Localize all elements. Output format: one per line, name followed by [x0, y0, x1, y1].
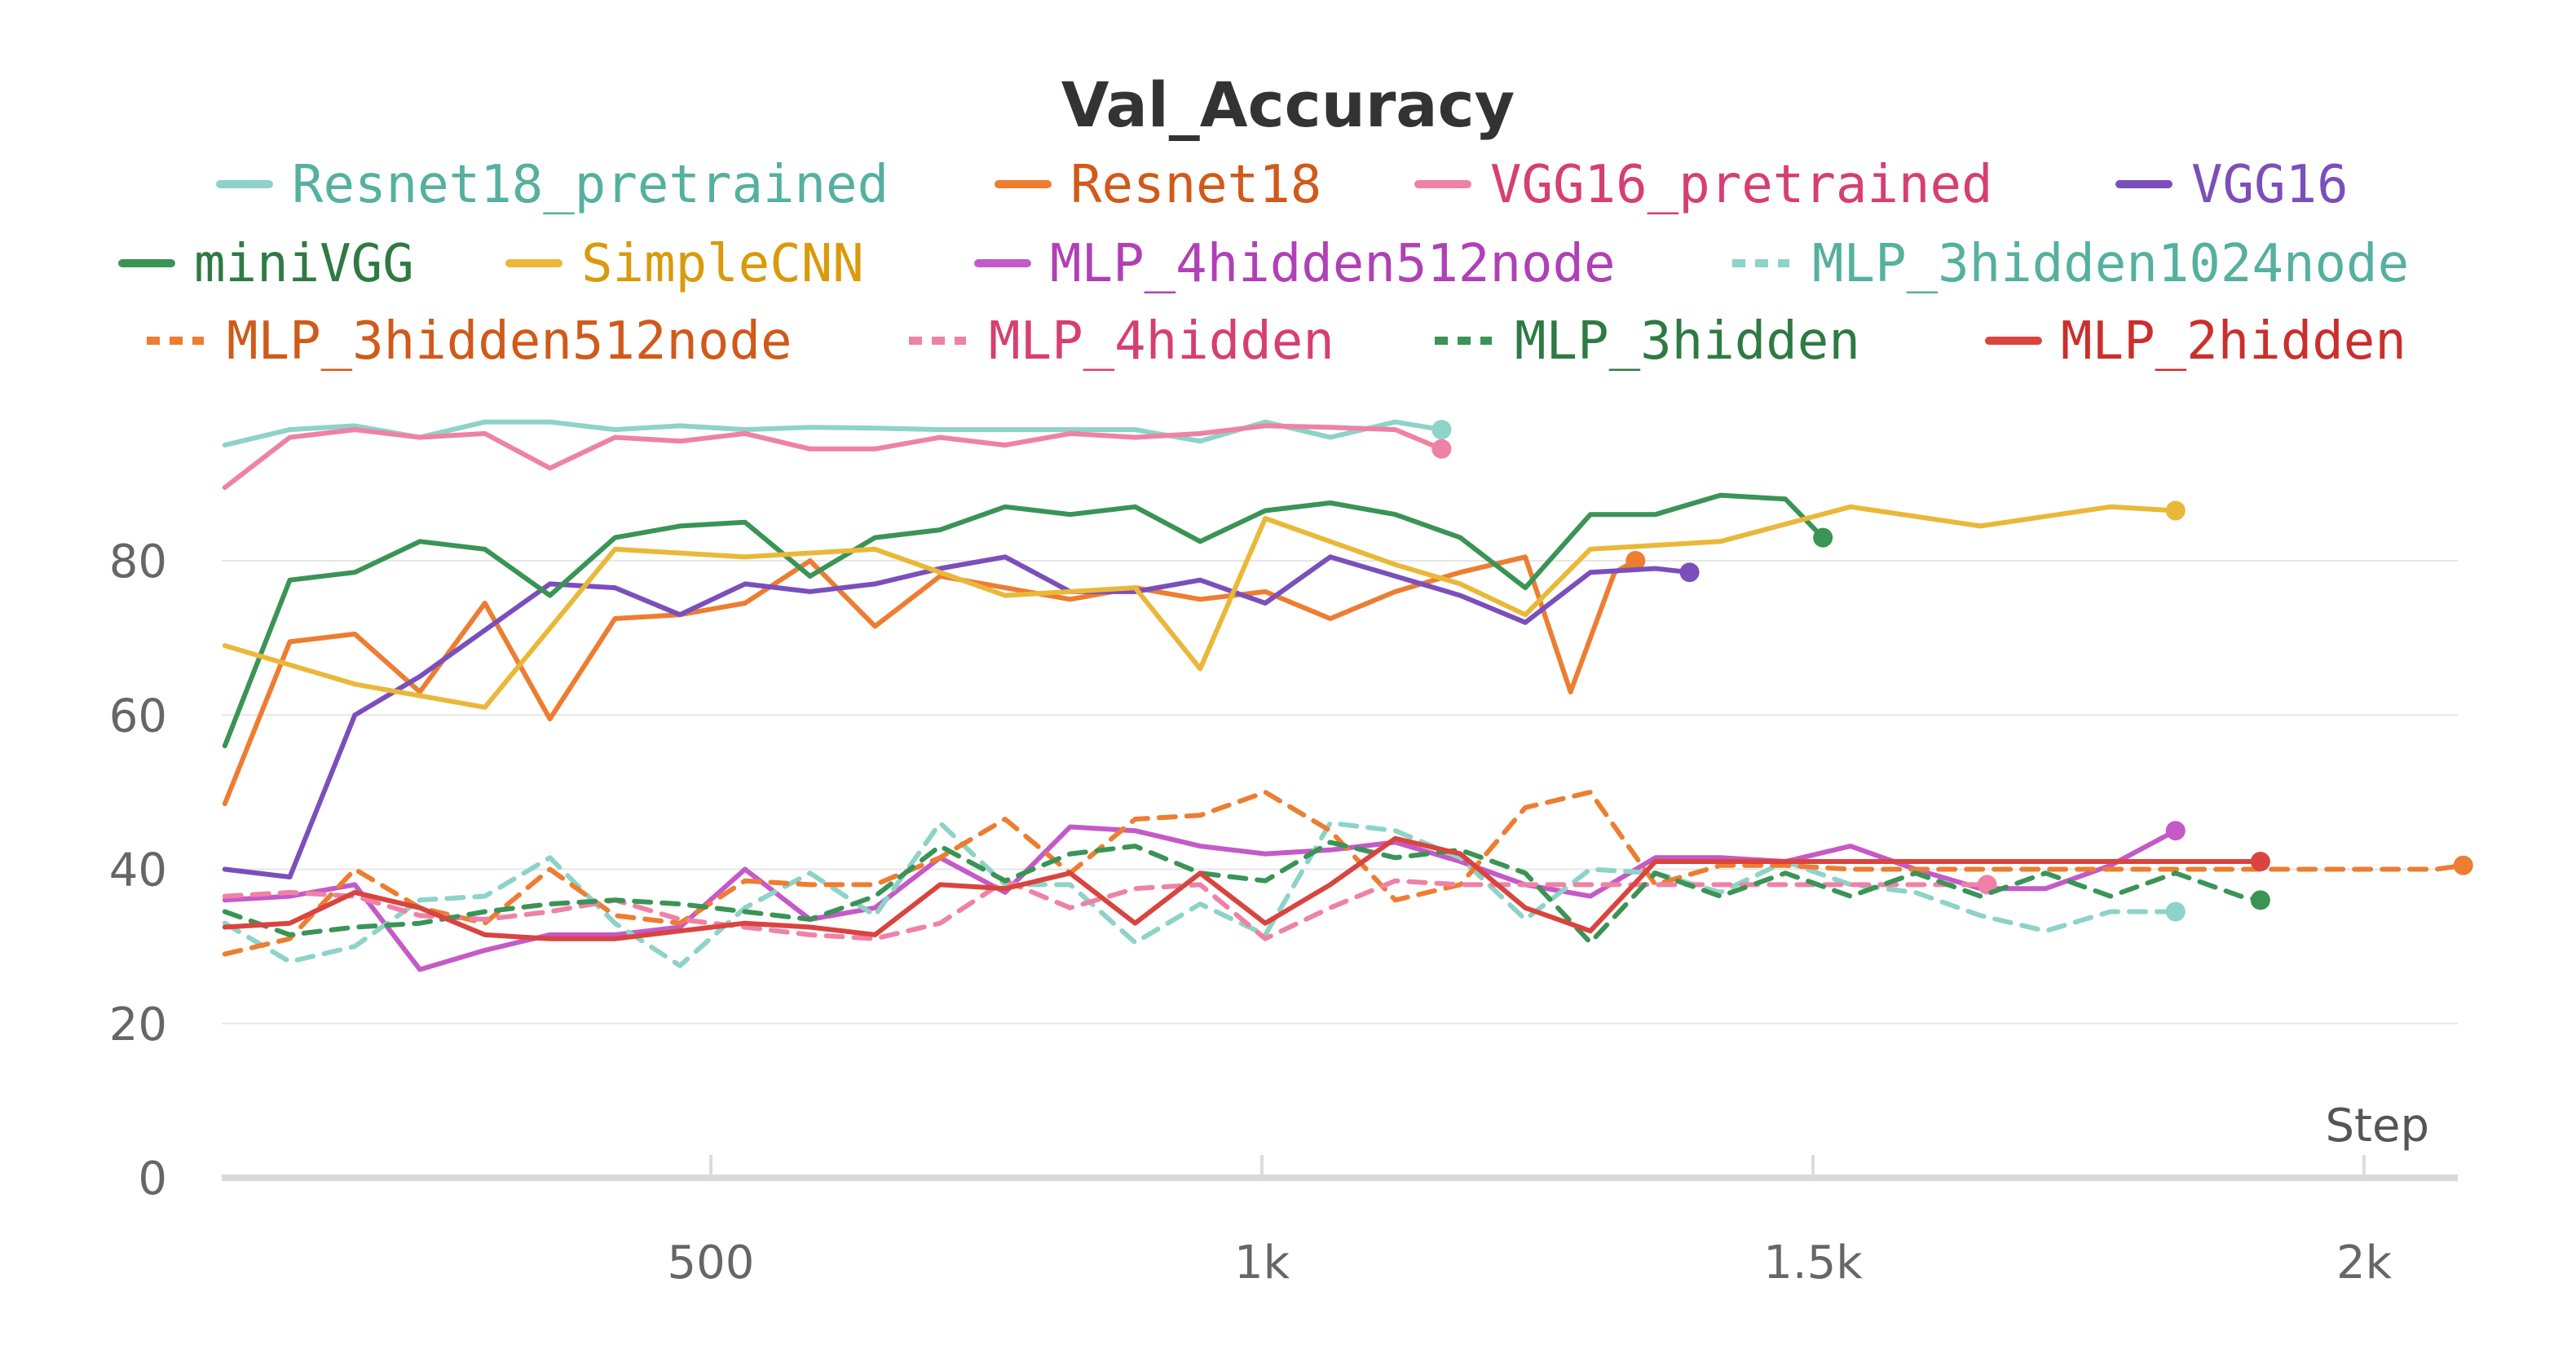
grid: 0 20 40 60 80 [109, 535, 2458, 1205]
series-line-4 [222, 492, 1826, 749]
legend-label-6: MLP_4hidden512node [1050, 234, 1616, 294]
x-tick-label: 1k [1234, 1236, 1290, 1289]
legend: Resnet18_pretrained Resnet18 VGG16_pretrai… [118, 155, 2409, 372]
x-axis-title: Step [2325, 1100, 2429, 1152]
series-line-10 [222, 840, 2263, 945]
legend-label-1: Resnet18 [1070, 155, 1321, 215]
y-tick-label: 20 [109, 998, 167, 1051]
y-tick-label: 40 [109, 844, 167, 897]
series-line-2 [222, 423, 1445, 491]
legend-label-7: MLP_3hidden1024node [1812, 234, 2409, 294]
series-end-point-4 [1813, 527, 1833, 548]
series-line-9 [222, 878, 1990, 941]
x-tick-label: 500 [668, 1236, 755, 1289]
legend-label-8: MLP_3hidden512node [227, 311, 792, 372]
series-line-11 [222, 835, 2263, 941]
axes: 500 1k 1.5k 2k [222, 1155, 2458, 1289]
series-end-point-8 [2453, 855, 2473, 875]
series-end-point-1 [1625, 551, 1646, 571]
legend-label-0: Resnet18_pretrained [292, 155, 889, 215]
legend-label-3: VGG16 [2191, 155, 2349, 215]
series-end-point-7 [2165, 901, 2186, 922]
legend-label-11: MLP_2hidden [2061, 311, 2406, 372]
series-line-5 [222, 504, 2178, 710]
series-line-1 [222, 554, 1639, 807]
legend-label-5: SimpleCNN [581, 234, 864, 294]
legend-label-10: MLP_3hidden [1515, 311, 1860, 372]
series-line-6 [222, 824, 2178, 972]
y-tick-label: 0 [138, 1152, 167, 1205]
series-end-point-5 [2165, 500, 2186, 521]
series-line-8 [222, 789, 2466, 957]
series-lines [222, 419, 2473, 972]
legend-label-4: miniVGG [194, 234, 414, 294]
series-end-point-6 [2165, 821, 2186, 841]
series-end-point-11 [2250, 852, 2270, 872]
x-tick-label: 1.5k [1763, 1236, 1863, 1289]
y-tick-label: 80 [109, 535, 167, 588]
legend-label-2: VGG16_pretrained [1490, 155, 1993, 215]
x-tick-label: 2k [2336, 1236, 2393, 1289]
series-end-point-3 [1679, 562, 1700, 583]
series-end-point-10 [2250, 890, 2270, 910]
legend-label-9: MLP_4hidden [989, 311, 1334, 372]
y-tick-label: 60 [109, 690, 167, 743]
series-end-point-2 [1431, 439, 1452, 459]
series-end-point-0 [1431, 420, 1452, 440]
series-line-3 [222, 554, 1692, 879]
chart-title: Val_Accuracy [1061, 68, 1515, 141]
